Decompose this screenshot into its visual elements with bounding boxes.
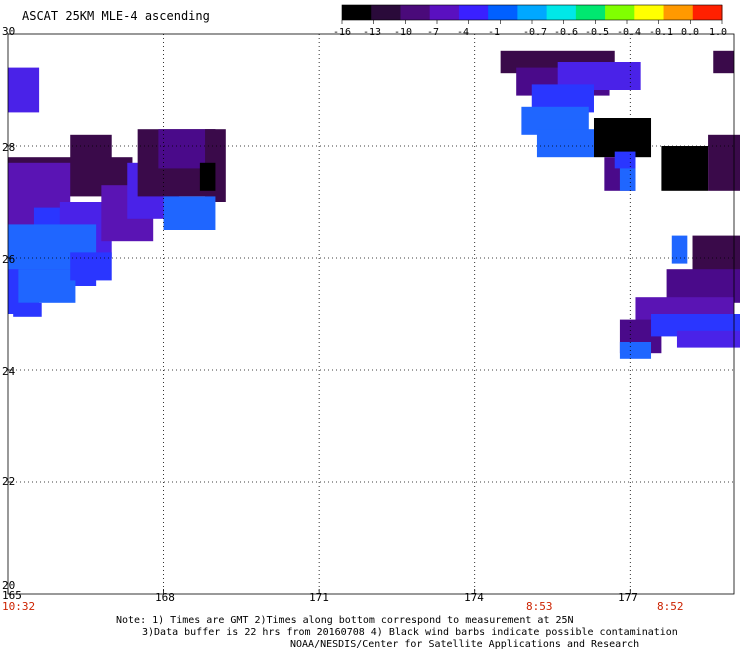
map-title: ASCAT 25KM MLE-4 ascending [22, 9, 210, 23]
colorbar-label: -0.1 [648, 27, 674, 38]
colorbar-label: -0.7 [522, 27, 548, 38]
wind-cell [163, 196, 216, 230]
colorbar-segment [517, 5, 548, 20]
colorbar-segment [546, 5, 577, 20]
wind-cell [13, 302, 42, 317]
colorbar-segment [400, 5, 431, 20]
note-line-1: Note: 1) Times are GMT 2)Times along bot… [116, 615, 574, 626]
colorbar-segment [575, 5, 606, 20]
colorbar-segment [692, 5, 723, 20]
wind-cell [614, 151, 636, 169]
lon-tick-label: 171 [309, 591, 329, 604]
lat-tick-label: 30 [2, 25, 16, 38]
wind-cell [70, 134, 112, 174]
colorbar-label: -0.5 [584, 27, 610, 38]
colorbar-label: 1.0 [708, 27, 728, 38]
wind-cell [692, 235, 740, 275]
colorbar-segment [488, 5, 518, 20]
colorbar-label: -4 [456, 27, 470, 38]
lat-tick-label: 26 [2, 253, 16, 266]
lon-tick-label: 174 [464, 591, 484, 604]
colorbar-segment [342, 5, 372, 20]
colorbar-segment [429, 5, 460, 20]
colorbar-label: -1 [487, 27, 501, 38]
wind-cell [676, 330, 740, 348]
colorbar-label: -16 [332, 27, 352, 38]
lat-tick-label: 28 [2, 141, 16, 154]
lat-tick-label: 20 [2, 579, 16, 592]
note-line-2: 3)Data buffer is 22 hrs from 20160708 4)… [142, 627, 678, 638]
wind-cell [671, 235, 688, 264]
wind-cell [708, 134, 740, 191]
pass-time: 10:32 [2, 600, 36, 613]
map-frame [7, 33, 735, 595]
colorbar-segment [634, 5, 665, 20]
colorbar-label: -0.6 [553, 27, 579, 38]
lon-tick-label: 177 [618, 591, 638, 604]
wind-cell [593, 118, 652, 158]
note-line-3: NOAA/NESDIS/Center for Satellite Applica… [290, 639, 640, 650]
wind-cell [661, 146, 709, 191]
colorbar-label: -0.4 [616, 27, 642, 38]
wind-cell [199, 162, 216, 191]
wind-cell [70, 252, 112, 281]
colorbar-segment [458, 5, 489, 20]
pass-time: 8:52 [657, 600, 684, 613]
colorbar-label: -7 [426, 27, 440, 38]
colorbar-segment [605, 5, 635, 20]
colorbar-label: -10 [393, 27, 413, 38]
pass-time: 8:53 [526, 600, 553, 613]
colorbar-label: -13 [362, 27, 382, 38]
colorbar-label: 0.0 [680, 27, 700, 38]
wind-cell [536, 129, 594, 158]
lat-tick-label: 22 [2, 475, 16, 488]
colorbar-segment [663, 5, 694, 20]
colorbar-segment [371, 5, 401, 20]
lon-tick-label: 165 [2, 589, 22, 602]
wind-cell [8, 67, 40, 113]
wind-cell [619, 342, 652, 359]
lat-tick-label: 24 [2, 365, 16, 378]
wind-cell [713, 50, 734, 74]
lon-tick-label: 168 [155, 591, 175, 604]
wind-cell [18, 269, 76, 303]
